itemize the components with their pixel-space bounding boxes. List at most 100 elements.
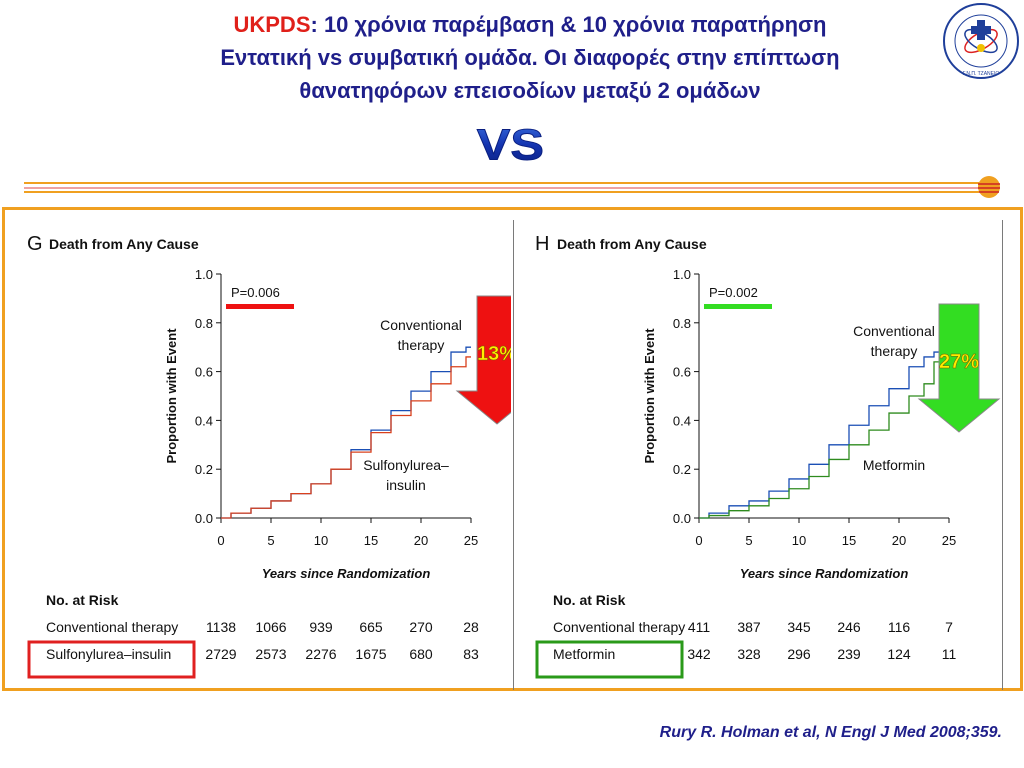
panel-divider: [513, 220, 514, 690]
y-tick-label: 0.8: [673, 316, 691, 331]
x-axis-label: Years since Randomization: [740, 566, 909, 581]
y-tick-label: 0.2: [673, 462, 691, 477]
risk-value: 239: [837, 646, 861, 662]
x-tick-label: 5: [267, 533, 274, 548]
series-label: insulin: [386, 477, 426, 493]
series-label: Metformin: [863, 457, 925, 473]
chart-title: Death from Any Cause: [557, 236, 707, 252]
y-tick-label: 0.2: [195, 462, 213, 477]
x-tick-label: 10: [792, 533, 806, 548]
risk-value: 665: [359, 619, 383, 635]
x-tick-label: 0: [695, 533, 702, 548]
chart-title: Death from Any Cause: [49, 236, 199, 252]
series-line-conventional: [221, 346, 471, 519]
panel-letter: G: [27, 233, 43, 255]
y-tick-label: 0.6: [195, 365, 213, 380]
reduction-percent: 27%: [939, 351, 979, 373]
reduction-percent: 13%: [477, 343, 511, 365]
risk-row-label: Conventional therapy: [46, 619, 178, 635]
x-tick-label: 5: [745, 533, 752, 548]
p-value-underline: [704, 304, 772, 309]
p-value: P=0.006: [231, 285, 280, 300]
risk-value: 11: [942, 646, 957, 662]
chart-panel-g: G Death from Any Cause 0 5 10 15 20 25 0.0 0.2 0.4…: [27, 233, 511, 679]
risk-value: 345: [787, 619, 811, 635]
risk-value: 1675: [355, 646, 386, 662]
series-label: Conventional: [380, 317, 462, 333]
x-tick-label: 25: [942, 533, 956, 548]
risk-value: 246: [837, 619, 861, 635]
panel-letter: H: [535, 233, 549, 255]
p-value: P=0.002: [709, 285, 758, 300]
title-line-1: UKPDS: 10 χρόνια παρέμβαση & 10 χρόνια π…: [80, 8, 980, 41]
citation: Rury R. Holman et al, N Engl J Med 2008;…: [659, 724, 1002, 741]
x-tick-label: 10: [314, 533, 328, 548]
risk-value: 7: [945, 619, 953, 635]
risk-value: 680: [409, 646, 433, 662]
decorative-rule: [24, 176, 1000, 198]
risk-table-header: No. at Risk: [553, 592, 626, 608]
series-label: therapy: [871, 343, 918, 359]
y-tick-label: 0.0: [195, 511, 213, 526]
risk-value: 116: [888, 619, 911, 635]
x-tick-label: 20: [414, 533, 428, 548]
y-tick-label: 0.6: [673, 365, 691, 380]
charts-frame: G Death from Any Cause 0 5 10 15 20 25 0.0 0.2 0.4…: [2, 207, 1023, 691]
y-tick-label: 1.0: [195, 267, 213, 282]
risk-row-label: Sulfonylurea–insulin: [46, 646, 171, 662]
series-label: Sulfonylurea–: [363, 457, 449, 473]
title-line-3: θανατηφόρων επεισοδίων μεταξύ 2 ομάδων: [299, 78, 761, 103]
title-highlight: UKPDS: [233, 12, 311, 37]
x-tick-label: 0: [217, 533, 224, 548]
highlight-box: [27, 640, 196, 679]
y-axis-label: Proportion with Event: [642, 328, 657, 464]
risk-row-label: Metformin: [553, 646, 615, 662]
series-label: Conventional: [853, 323, 935, 339]
logo-lettering: Γ.Ν.Π. ΤΖΑΝΕΙΟ: [963, 71, 1000, 77]
risk-row-label: Conventional therapy: [553, 619, 685, 635]
x-tick-label: 20: [892, 533, 906, 548]
risk-value: 2573: [255, 646, 286, 662]
y-tick-label: 1.0: [673, 267, 691, 282]
x-axis-label: Years since Randomization: [262, 566, 431, 581]
risk-value: 28: [463, 619, 479, 635]
risk-value: 939: [309, 619, 333, 635]
risk-value: 342: [687, 646, 711, 662]
x-tick-label: 25: [464, 533, 478, 548]
risk-value: 1138: [206, 619, 236, 635]
reduction-arrow: [917, 303, 1001, 433]
x-tick-label: 15: [364, 533, 378, 548]
risk-value: 411: [688, 619, 711, 635]
y-tick-label: 0.4: [195, 413, 213, 428]
x-tick-label: 15: [842, 533, 856, 548]
y-tick-label: 0.4: [673, 413, 691, 428]
highlight-box: [535, 640, 684, 679]
diabetes-center-logo: Γ.Ν.Π. ΤΖΑΝΕΙΟ: [943, 3, 1019, 79]
slide-title: UKPDS: 10 χρόνια παρέμβαση & 10 χρόνια π…: [80, 8, 980, 107]
risk-table-header: No. at Risk: [46, 592, 119, 608]
risk-value: 296: [787, 646, 811, 662]
risk-value: 1066: [255, 619, 286, 635]
title-line-2: Εντατική vs συμβατική ομάδα. Οι διαφορές…: [220, 45, 840, 70]
risk-value: 387: [737, 619, 761, 635]
chart-panel-h: H Death from Any Cause 0 5 10 15 20 25 0.0 0.2 0.4…: [535, 233, 1001, 679]
series-line-metformin: [699, 361, 939, 519]
y-tick-label: 0.0: [673, 511, 691, 526]
risk-value: 83: [463, 646, 479, 662]
y-axis-label: Proportion with Event: [164, 328, 179, 464]
series-label: therapy: [398, 337, 445, 353]
risk-value: 270: [409, 619, 433, 635]
panel-right-edge: [1002, 220, 1003, 690]
series-line-sulfonylurea: [221, 356, 471, 519]
risk-value: 328: [737, 646, 761, 662]
p-value-underline: [226, 304, 294, 309]
vs-text: VS: [477, 121, 544, 165]
vs-logo: VS: [476, 120, 544, 165]
reduction-arrow: [455, 295, 511, 425]
risk-value: 2276: [305, 646, 336, 662]
risk-value: 2729: [205, 646, 236, 662]
y-tick-label: 0.8: [195, 316, 213, 331]
title-line-1-rest: : 10 χρόνια παρέμβαση & 10 χρόνια παρατή…: [310, 12, 827, 37]
risk-value: 124: [887, 646, 911, 662]
series-line-conventional: [699, 351, 939, 519]
